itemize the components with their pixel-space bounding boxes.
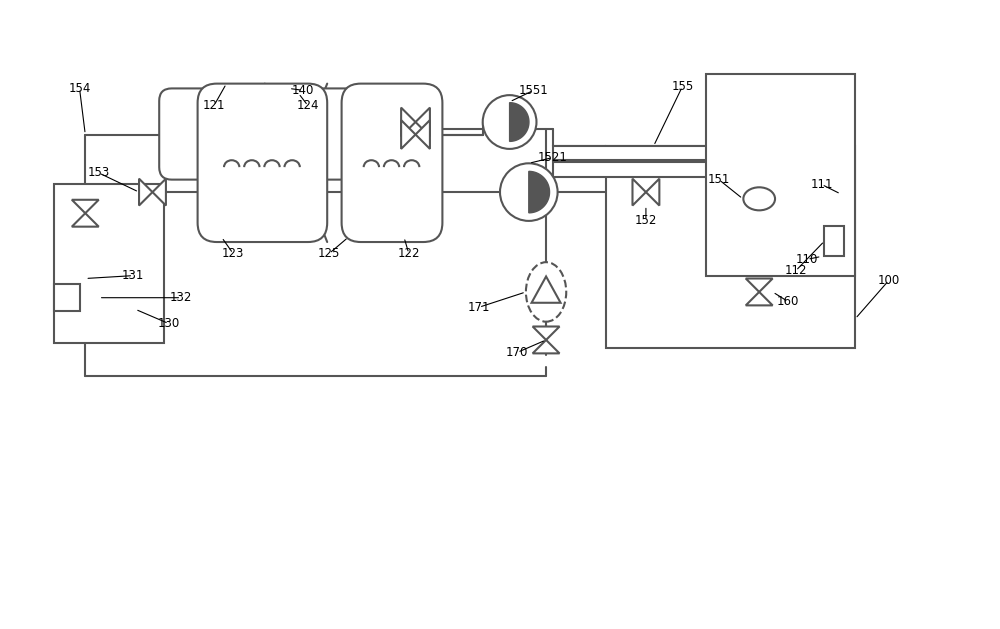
Polygon shape xyxy=(72,213,99,226)
Text: 100: 100 xyxy=(878,274,900,287)
Text: 130: 130 xyxy=(158,317,180,330)
Text: 1521: 1521 xyxy=(538,151,568,164)
Polygon shape xyxy=(152,179,166,206)
Text: 154: 154 xyxy=(68,82,91,95)
Polygon shape xyxy=(72,200,99,213)
Bar xyxy=(706,74,855,276)
Text: 1551: 1551 xyxy=(519,84,548,97)
Text: 170: 170 xyxy=(506,346,528,359)
Text: 123: 123 xyxy=(222,247,244,260)
Text: 124: 124 xyxy=(297,99,319,112)
Text: 125: 125 xyxy=(318,247,340,260)
Ellipse shape xyxy=(743,187,775,210)
Text: 121: 121 xyxy=(203,99,225,112)
Text: 152: 152 xyxy=(635,214,657,228)
FancyBboxPatch shape xyxy=(198,84,327,242)
Polygon shape xyxy=(532,277,561,303)
Circle shape xyxy=(500,164,558,221)
Polygon shape xyxy=(401,120,416,149)
Text: 110: 110 xyxy=(796,253,818,266)
Bar xyxy=(553,146,745,160)
FancyBboxPatch shape xyxy=(342,84,442,242)
Text: 111: 111 xyxy=(810,178,833,191)
Bar xyxy=(54,284,80,311)
Text: 122: 122 xyxy=(398,247,420,260)
Polygon shape xyxy=(646,179,659,206)
Polygon shape xyxy=(401,108,416,136)
Text: 151: 151 xyxy=(708,173,730,186)
Ellipse shape xyxy=(526,262,566,321)
Polygon shape xyxy=(510,103,529,142)
Polygon shape xyxy=(746,279,773,292)
Polygon shape xyxy=(632,179,646,206)
Polygon shape xyxy=(533,326,560,340)
Text: 160: 160 xyxy=(777,295,799,308)
Polygon shape xyxy=(529,171,550,213)
Polygon shape xyxy=(533,340,560,353)
Bar xyxy=(54,184,164,343)
Circle shape xyxy=(483,95,536,149)
Text: 112: 112 xyxy=(784,264,807,277)
Polygon shape xyxy=(416,120,430,149)
Bar xyxy=(553,162,745,177)
Text: 155: 155 xyxy=(671,80,694,93)
Text: 132: 132 xyxy=(170,291,192,304)
Text: 153: 153 xyxy=(88,167,110,179)
Polygon shape xyxy=(139,179,152,206)
Polygon shape xyxy=(416,108,430,136)
Bar xyxy=(606,146,855,348)
Text: 140: 140 xyxy=(292,84,314,97)
Text: 131: 131 xyxy=(122,269,144,282)
Bar xyxy=(824,226,844,257)
FancyBboxPatch shape xyxy=(159,89,370,180)
Polygon shape xyxy=(746,292,773,306)
Text: 171: 171 xyxy=(468,301,490,314)
